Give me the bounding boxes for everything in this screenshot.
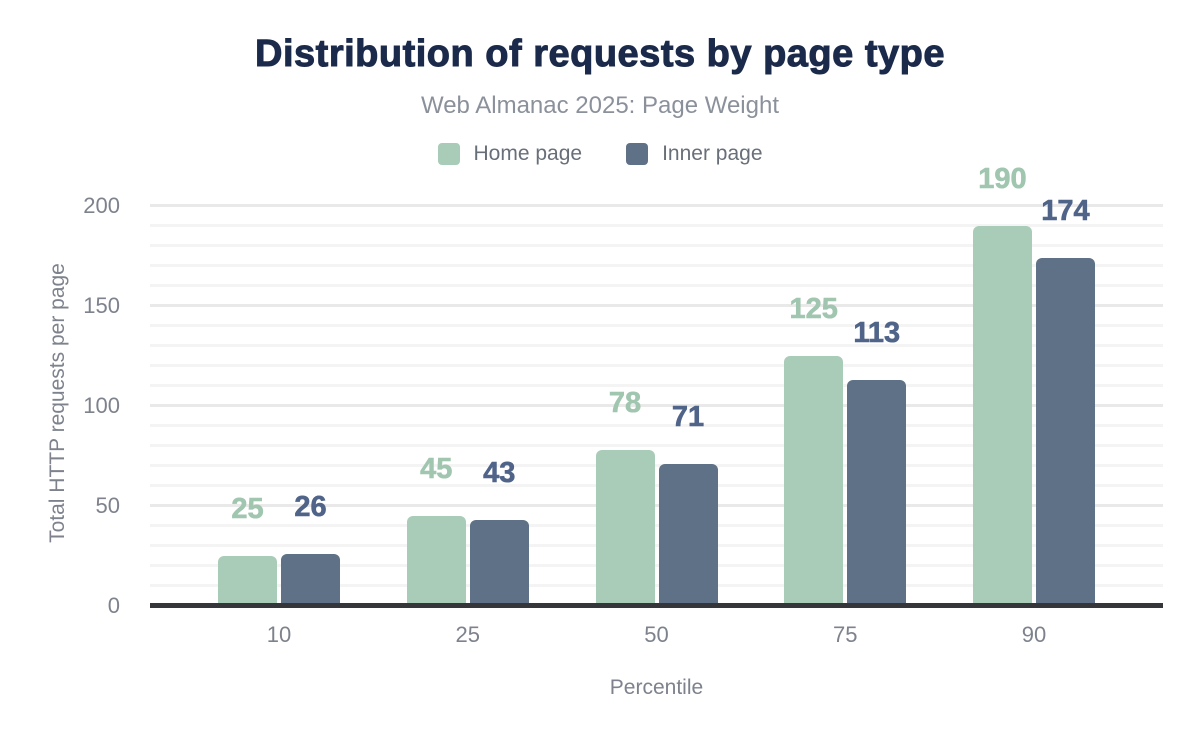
bar-home-page-p25 <box>406 516 466 606</box>
bar-column: 26 <box>281 200 340 606</box>
y-tick-label-50: 50 <box>95 493 120 518</box>
bar-column: 113 <box>847 200 907 606</box>
value-label-home-page-p90: 190 <box>978 163 1027 196</box>
x-tick-label-75: 75 <box>833 622 858 647</box>
bar-column: 71 <box>658 200 718 606</box>
x-axis-line <box>150 603 1163 608</box>
bar-group-p50: 78 71 50 <box>595 200 718 647</box>
value-label-inner-page-p50: 71 <box>671 401 705 434</box>
gridline-170 <box>150 264 1163 267</box>
y-tick-label-150: 150 <box>83 293 120 318</box>
gridline-120 <box>150 364 1163 367</box>
legend: Home page Inner page <box>0 142 1200 166</box>
bar-home-page-p90 <box>973 226 1032 606</box>
gridline-140 <box>150 324 1163 327</box>
bar-home-page-p50 <box>595 450 655 606</box>
bar-group-p25: 45 43 25 <box>406 200 529 647</box>
bar-groups: 25 26 10 45 43 25 78 71 50 125 113 75 190 174 90 <box>150 163 1163 647</box>
value-label-inner-page-p90: 174 <box>1041 195 1090 228</box>
legend-label-inner-page: Inner page <box>662 142 763 165</box>
y-tick-label-0: 0 <box>107 593 120 618</box>
value-label-home-page-p75: 125 <box>789 293 838 326</box>
gridline-20 <box>150 564 1163 567</box>
bar-home-page-p75 <box>784 356 844 606</box>
gridline-150 <box>150 304 1163 307</box>
gridline-70 <box>150 464 1163 467</box>
x-tick-label-10: 10 <box>266 622 292 647</box>
legend-swatch-home-page-icon <box>437 143 460 165</box>
gridline-40 <box>150 524 1163 527</box>
bar-group-p90: 190 174 90 <box>973 163 1095 647</box>
gridline-180 <box>150 244 1163 247</box>
gridline-90 <box>150 424 1163 427</box>
legend-item-inner-page[interactable]: Inner page <box>626 142 763 166</box>
x-tick-label-25: 25 <box>455 622 480 647</box>
x-tick-label-50: 50 <box>644 622 669 647</box>
gridline-80 <box>150 444 1163 447</box>
gridline-10 <box>150 584 1163 587</box>
bar-group-p10: 25 26 10 <box>218 200 340 647</box>
chart-title: Distribution of requests by page type <box>255 33 945 76</box>
x-tick-label-90: 90 <box>1021 622 1047 647</box>
gridline-100 <box>150 404 1163 407</box>
value-label-inner-page-p10: 26 <box>294 491 327 524</box>
bar-inner-page-p50 <box>658 464 718 606</box>
bar-column: 125 <box>784 200 844 606</box>
value-label-home-page-p10: 25 <box>231 493 264 526</box>
gridline-60 <box>150 484 1163 487</box>
value-label-inner-page-p75: 113 <box>853 317 901 350</box>
bar-home-page-p10 <box>218 556 277 606</box>
gridline-200 <box>150 204 1163 207</box>
bar-inner-page-p75 <box>847 380 907 606</box>
legend-item-home-page[interactable]: Home page <box>437 142 583 166</box>
chart-subtitle: Web Almanac 2025: Page Weight <box>420 92 779 119</box>
y-tick-label-100: 100 <box>83 393 120 418</box>
bar-inner-page-p25 <box>469 520 529 606</box>
gridline-50 <box>150 504 1163 507</box>
y-tick-label-200: 200 <box>83 193 120 218</box>
gridline-190 <box>150 224 1163 227</box>
value-label-home-page-p50: 78 <box>608 387 642 420</box>
bar-column: 43 <box>469 200 529 606</box>
bar-inner-page-p90 <box>1036 258 1095 606</box>
y-axis-ticks: 0 50 100 150 200 <box>0 193 134 618</box>
bar-column: 174 <box>1036 195 1095 606</box>
legend-label-home-page: Home page <box>473 142 583 165</box>
value-label-home-page-p25: 45 <box>420 453 453 486</box>
plot-area: 25 26 10 45 43 25 78 71 50 125 113 75 190 174 90 <box>150 163 1163 647</box>
gridline-160 <box>150 284 1163 287</box>
gridline-30 <box>150 544 1163 547</box>
gridline-130 <box>150 344 1163 347</box>
bar-group-p75: 125 113 75 <box>784 200 907 647</box>
gridline-110 <box>150 384 1163 387</box>
bar-column: 78 <box>595 200 655 606</box>
bar-column: 190 <box>973 163 1032 606</box>
bar-column: 45 <box>406 200 466 606</box>
x-axis-title: Percentile <box>609 676 704 699</box>
legend-swatch-inner-page-icon <box>626 143 649 165</box>
bar-column: 25 <box>218 200 277 606</box>
bar-inner-page-p10 <box>281 554 340 606</box>
value-label-inner-page-p25: 43 <box>483 457 516 490</box>
